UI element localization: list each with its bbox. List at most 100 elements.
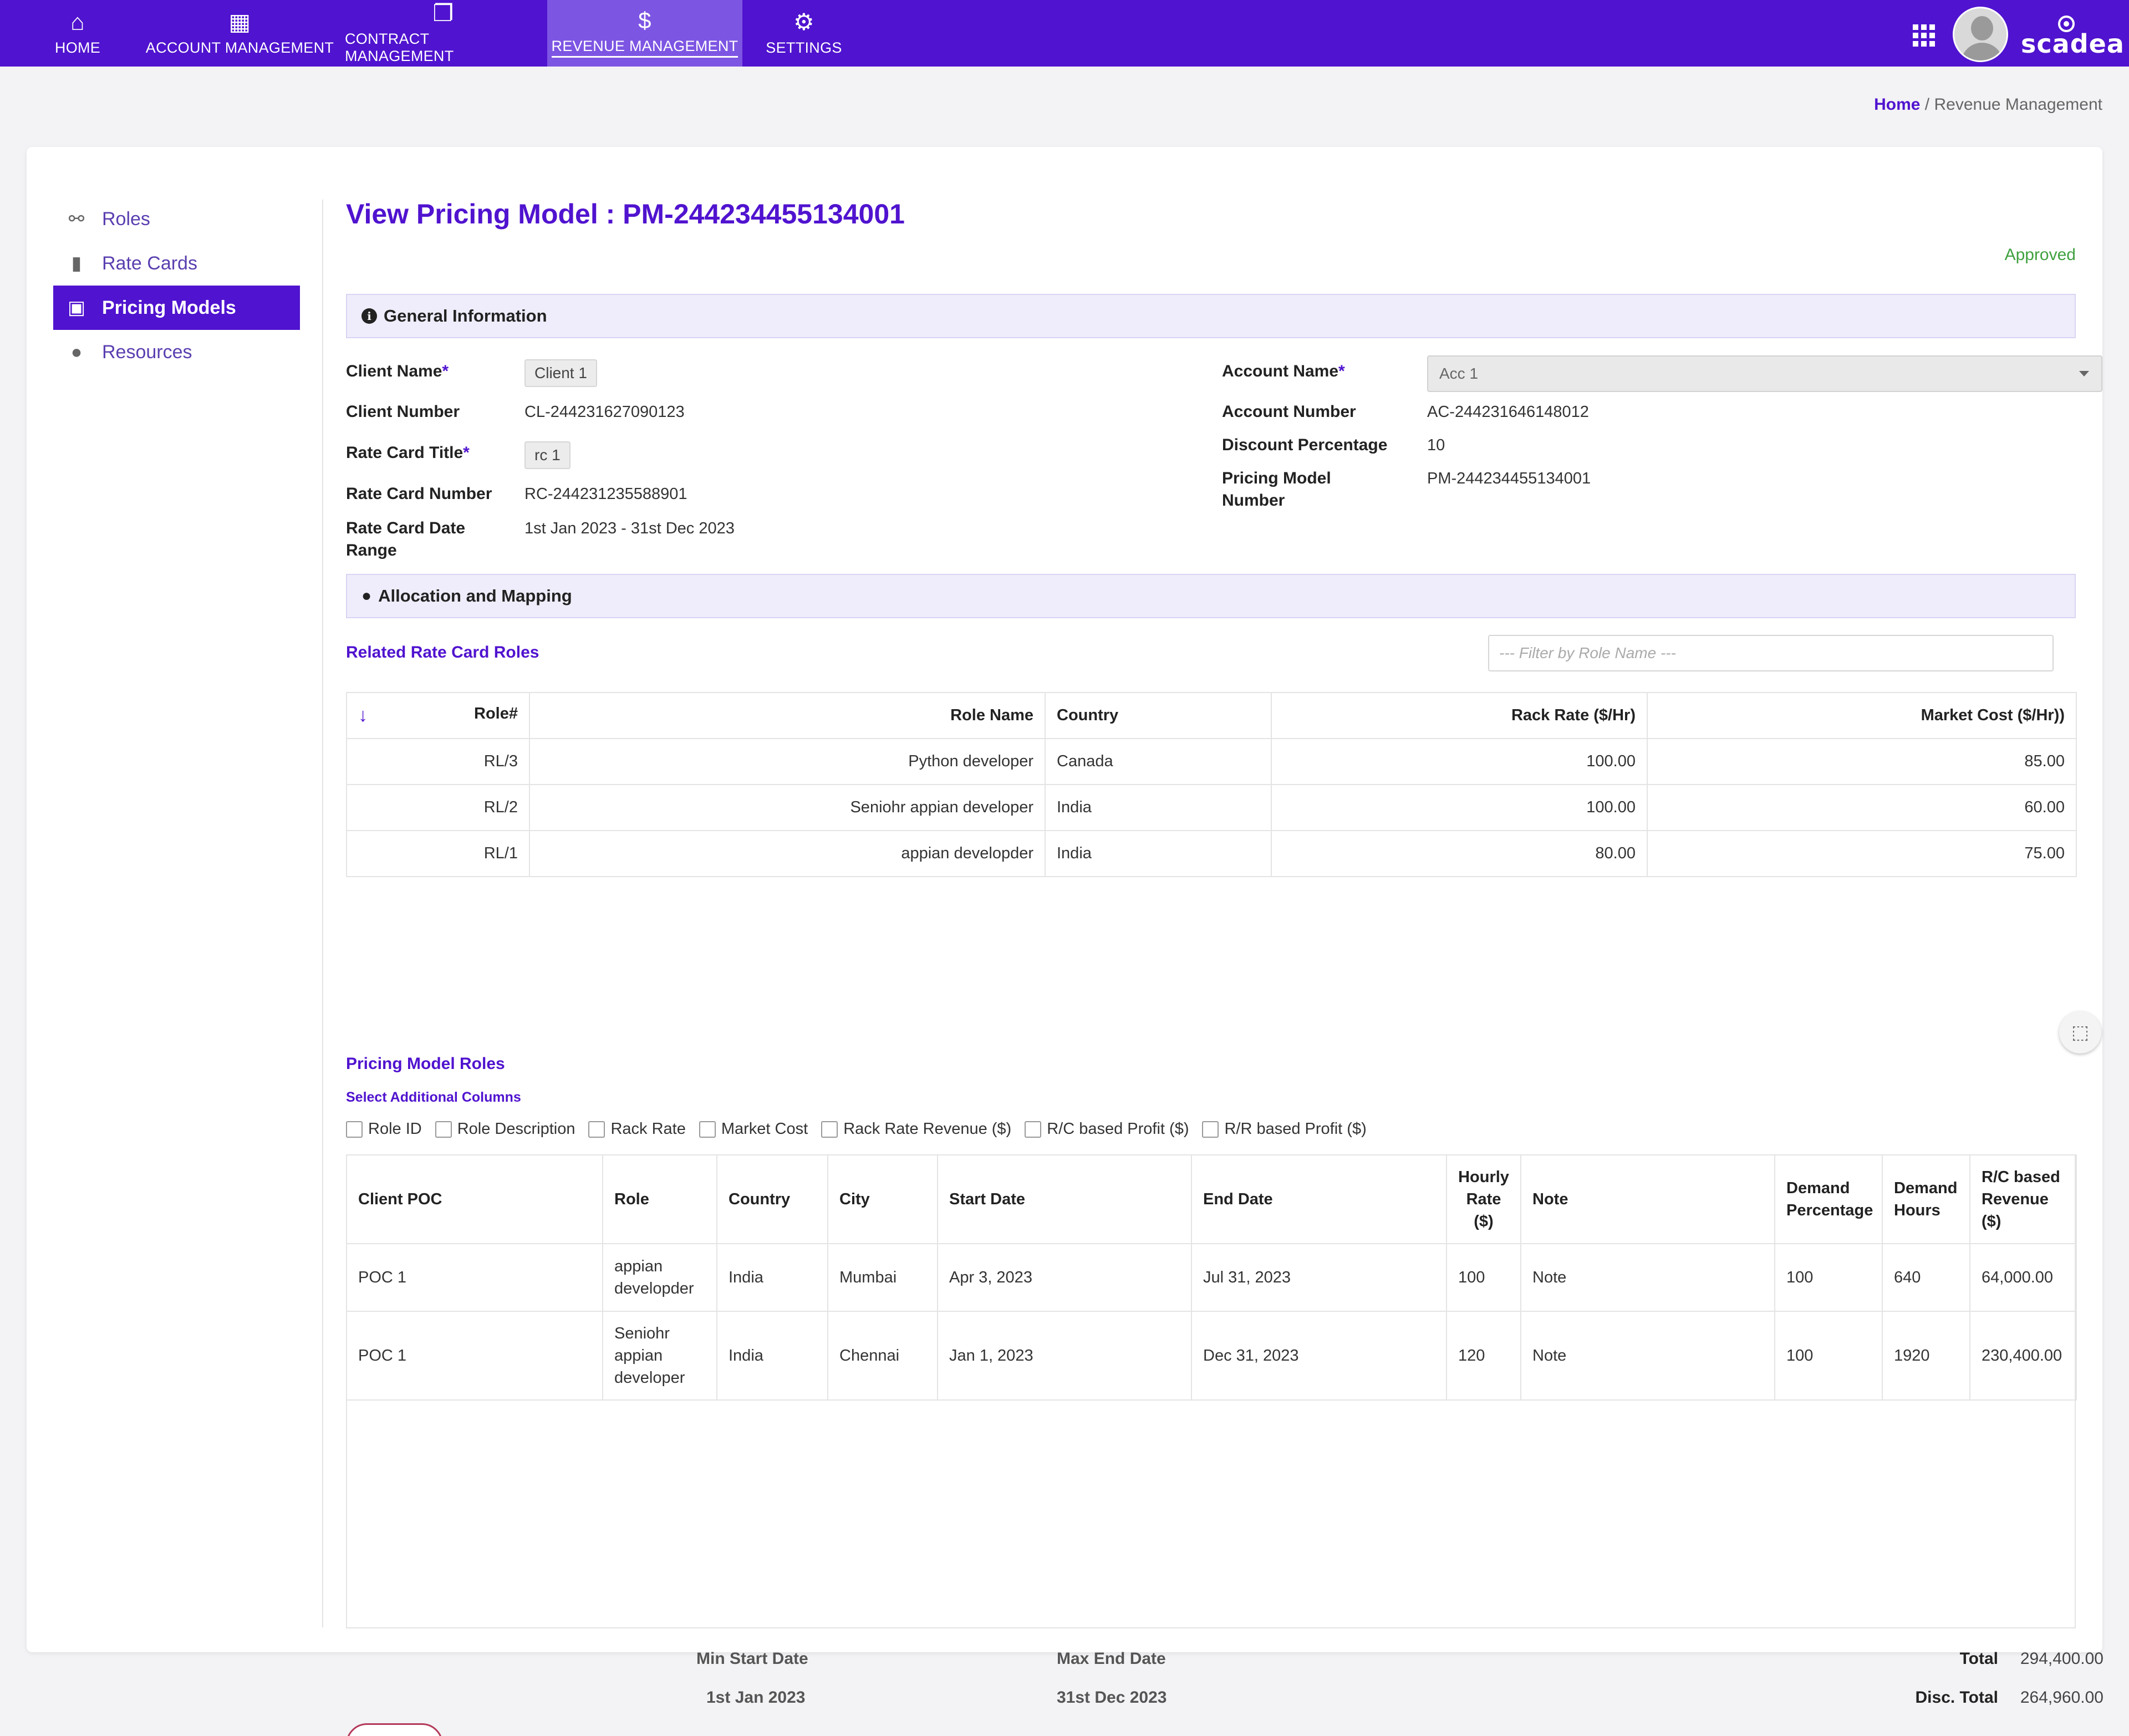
end-date-header: End Date xyxy=(1191,1154,1447,1244)
nav-account-management[interactable]: ▦ ACCOUNT MANAGEMENT xyxy=(141,0,338,67)
role-no-cell: RL/2 xyxy=(346,784,530,831)
country-cell: India xyxy=(1045,784,1272,831)
country-cell: India xyxy=(716,1243,828,1312)
sidebar-item-label: Resources xyxy=(102,341,192,363)
rate-card-title-value: rc 1 xyxy=(524,441,571,469)
money-icon: ▣ xyxy=(67,297,86,318)
market-cost-header[interactable]: Market Cost ($/Hr)) xyxy=(1647,692,2077,739)
hourly-rate-cell: 100 xyxy=(1446,1243,1521,1312)
building-icon: ▦ xyxy=(228,8,251,35)
avatar[interactable] xyxy=(1953,7,2008,62)
gear-icon: ⚙ xyxy=(793,8,814,35)
role-no-header[interactable]: ↓ Role# xyxy=(346,692,530,739)
checkbox-role-id[interactable]: Role ID xyxy=(346,1120,422,1138)
documents-icon: ❐ xyxy=(432,0,454,26)
sidebar-item-roles[interactable]: ⚯ Roles xyxy=(53,197,300,241)
rack-rate-header[interactable]: Rack Rate ($/Hr) xyxy=(1271,692,1648,739)
section-title: Allocation and Mapping xyxy=(378,586,572,605)
table-header-row: Client POC Role Country City Start Date … xyxy=(346,1154,2077,1244)
client-poc-cell: POC 1 xyxy=(346,1311,603,1401)
demand-percentage-cell: 100 xyxy=(1774,1243,1883,1312)
table-row: POC 1 appian developder India Mumbai Apr … xyxy=(346,1243,2077,1312)
allocation-mapping-header: ● Allocation and Mapping xyxy=(346,574,2076,618)
role-name-header[interactable]: Role Name xyxy=(529,692,1046,739)
discount-percentage-label: Discount Percentage xyxy=(1222,436,1388,454)
checkbox-rack-rate[interactable]: Rack Rate xyxy=(588,1120,686,1138)
nav-revenue-management[interactable]: $ REVENUE MANAGEMENT xyxy=(547,0,742,67)
account-name-select[interactable]: Acc 1 xyxy=(1427,355,2102,392)
chevron-down-icon xyxy=(2079,371,2089,376)
nav-settings[interactable]: ⚙ SETTINGS xyxy=(751,0,857,67)
logo-mark-icon xyxy=(2058,16,2075,32)
discount-total-label: Disc. Total xyxy=(1915,1688,1998,1707)
role-name-cell: Seniohr appian developer xyxy=(529,784,1046,831)
table-row: RL/1 appian developder India 80.00 75.00 xyxy=(346,830,2077,877)
checkbox-rack-rate-revenue[interactable]: Rack Rate Revenue ($) xyxy=(821,1120,1011,1138)
country-cell: India xyxy=(1045,830,1272,877)
content-area: View Pricing Model : PM-244234455134001 … xyxy=(346,147,2103,1736)
city-cell: Chennai xyxy=(827,1311,938,1401)
rack-rate-cell: 100.00 xyxy=(1271,738,1648,785)
rc-revenue-header: R/C based Revenue ($) xyxy=(1969,1154,2077,1244)
hourly-rate-header: Hourly Rate ($) xyxy=(1446,1154,1521,1244)
note-header: Note xyxy=(1520,1154,1775,1244)
start-date-cell: Jan 1, 2023 xyxy=(937,1311,1192,1401)
nav-label: HOME xyxy=(54,39,101,56)
status-badge: Approved xyxy=(2004,246,2076,264)
role-no-cell: RL/3 xyxy=(346,738,530,785)
client-poc-header: Client POC xyxy=(346,1154,603,1244)
checkbox-rr-based-profit[interactable]: R/R based Profit ($) xyxy=(1202,1120,1367,1138)
demand-percentage-cell: 100 xyxy=(1774,1311,1883,1401)
country-cell: India xyxy=(716,1311,828,1401)
demand-hours-cell: 1920 xyxy=(1882,1311,1970,1401)
nav-home[interactable]: ⌂ HOME xyxy=(22,0,133,67)
nav-contract-management[interactable]: ❐ CONTRACT MANAGEMENT xyxy=(345,0,542,67)
brand-logo: scadea xyxy=(2021,29,2125,59)
pricing-model-roles-table-container[interactable]: Client POC Role Country City Start Date … xyxy=(346,1154,2077,1628)
breadcrumb-home-link[interactable]: Home xyxy=(1874,95,1921,114)
table-row: POC 1 Seniohr appian developer India Chenn… xyxy=(346,1311,2077,1401)
checkbox-rc-based-profit[interactable]: R/C based Profit ($) xyxy=(1025,1120,1189,1138)
pricing-model-number-value: PM-244234455134001 xyxy=(1427,470,1591,487)
client-poc-cell: POC 1 xyxy=(346,1243,603,1312)
account-name-label: Account Name* xyxy=(1222,362,1345,380)
role-cell: appian developder xyxy=(602,1243,717,1312)
sidebar-item-rate-cards[interactable]: ▮ Rate Cards xyxy=(53,241,300,286)
rack-rate-cell: 80.00 xyxy=(1271,830,1648,877)
country-header[interactable]: Country xyxy=(1045,692,1272,739)
max-end-date-label: Max End Date xyxy=(1057,1650,1166,1668)
column-select-fab[interactable]: ⬚ xyxy=(2059,1011,2101,1053)
note-cell: Note xyxy=(1520,1243,1775,1312)
client-number-value: CL-244231627090123 xyxy=(524,403,685,421)
market-cost-cell: 60.00 xyxy=(1647,784,2077,831)
cancel-button[interactable]: CANCEL xyxy=(346,1723,443,1736)
sidebar-item-pricing-models[interactable]: ▣ Pricing Models xyxy=(53,286,300,330)
role-name-filter-input[interactable] xyxy=(1488,635,2054,671)
role-cell: Seniohr appian developer xyxy=(602,1311,717,1401)
client-number-label: Client Number xyxy=(346,403,460,421)
checkbox-role-description[interactable]: Role Description xyxy=(435,1120,575,1138)
country-header: Country xyxy=(716,1154,828,1244)
rc-revenue-cell: 230,400.00 xyxy=(1969,1311,2077,1401)
start-date-cell: Apr 3, 2023 xyxy=(937,1243,1192,1312)
nav-label: ACCOUNT MANAGEMENT xyxy=(145,39,334,56)
sort-arrow-icon[interactable]: ↓ xyxy=(358,705,368,726)
breadcrumb-current: Revenue Management xyxy=(1934,95,2102,114)
rate-card-date-range-label: Rate Card Date Range xyxy=(346,519,466,559)
market-cost-cell: 85.00 xyxy=(1647,738,2077,785)
dollar-icon: $ xyxy=(638,7,651,33)
checkbox-market-cost[interactable]: Market Cost xyxy=(699,1120,808,1138)
sidebar-item-resources[interactable]: ● Resources xyxy=(53,330,300,374)
role-no-cell: RL/1 xyxy=(346,830,530,877)
end-date-cell: Jul 31, 2023 xyxy=(1191,1243,1447,1312)
discount-total-value: 264,960.00 xyxy=(2020,1688,2103,1707)
city-header: City xyxy=(827,1154,938,1244)
user-icon: ● xyxy=(70,341,83,363)
total-value: 294,400.00 xyxy=(2020,1650,2103,1668)
note-cell: Note xyxy=(1520,1311,1775,1401)
nav-label: CONTRACT MANAGEMENT xyxy=(345,30,454,64)
apps-grid-icon[interactable] xyxy=(1913,24,1935,47)
client-name-value: Client 1 xyxy=(524,359,597,387)
country-cell: Canada xyxy=(1045,738,1272,785)
sidebar: ⚯ Roles ▮ Rate Cards ▣ Pricing Models ● … xyxy=(53,197,300,374)
